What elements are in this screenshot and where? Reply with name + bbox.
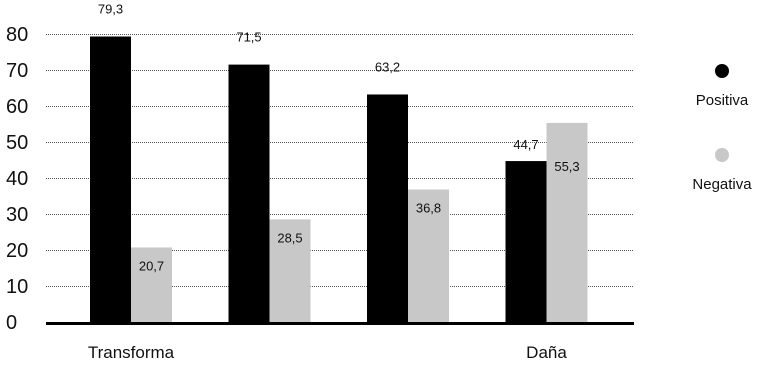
bar-negativa bbox=[408, 189, 449, 322]
y-tick-label: 60 bbox=[6, 96, 28, 118]
bar-positiva bbox=[228, 64, 270, 322]
data-label: 71,5 bbox=[236, 30, 261, 45]
bars bbox=[90, 36, 588, 323]
y-tick-label: 10 bbox=[6, 276, 28, 298]
x-category-label: Daña bbox=[526, 343, 567, 362]
data-label: 28,5 bbox=[277, 230, 302, 245]
data-label: 44,7 bbox=[513, 137, 538, 152]
bar-negativa bbox=[131, 247, 172, 322]
data-label: 55,3 bbox=[554, 159, 579, 174]
legend-swatch-positiva bbox=[715, 64, 729, 78]
legend: Positiva Negativa bbox=[692, 64, 752, 193]
y-tick-label: 40 bbox=[6, 168, 28, 190]
legend-swatch-negativa bbox=[715, 148, 729, 162]
data-label: 36,8 bbox=[416, 201, 441, 216]
x-axis: Transforma Daña bbox=[88, 343, 568, 362]
data-labels: 79,3 20,7 71,5 28,5 63,2 36,8 44,7 55,3 bbox=[98, 2, 580, 274]
data-label: 79,3 bbox=[98, 2, 123, 17]
x-category-label: Transforma bbox=[88, 343, 175, 362]
bar-negativa bbox=[269, 219, 311, 322]
bar-positiva bbox=[367, 94, 408, 322]
legend-label-positiva: Positiva bbox=[696, 92, 749, 109]
bar-positiva bbox=[505, 161, 547, 322]
y-tick-label: 30 bbox=[6, 204, 28, 226]
y-tick-label: 80 bbox=[6, 24, 28, 46]
y-tick-label: 20 bbox=[6, 240, 28, 262]
data-label: 63,2 bbox=[375, 59, 400, 74]
y-tick-label: 0 bbox=[6, 312, 17, 334]
bar-positiva bbox=[90, 36, 131, 323]
legend-label-negativa: Negativa bbox=[692, 176, 752, 193]
y-tick-label: 70 bbox=[6, 60, 28, 82]
bar-negativa bbox=[546, 122, 588, 322]
y-axis: 0 10 20 30 40 50 60 70 80 bbox=[6, 24, 28, 334]
y-tick-label: 50 bbox=[6, 132, 28, 154]
data-label: 20,7 bbox=[139, 258, 164, 273]
